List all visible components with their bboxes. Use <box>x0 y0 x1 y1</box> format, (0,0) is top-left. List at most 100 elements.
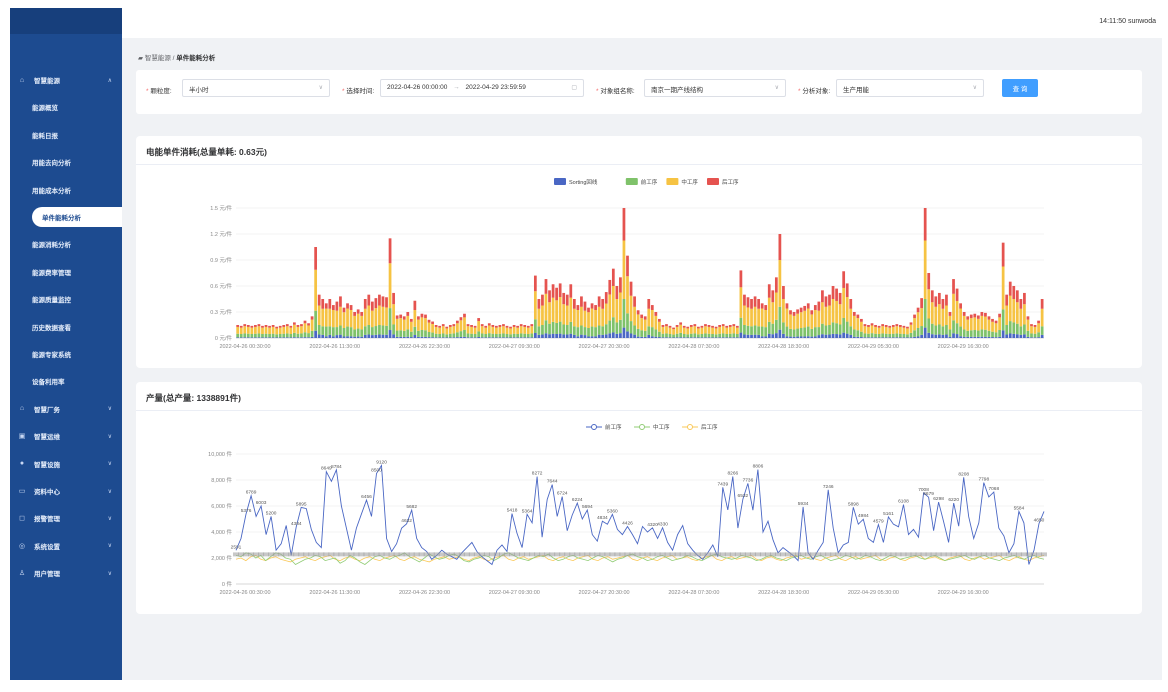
bar-segment <box>509 326 512 329</box>
sidebar-item[interactable]: ♙ 用户管理 ∨ <box>10 563 122 583</box>
bar-segment <box>668 325 672 328</box>
data-label-cluster <box>579 552 586 557</box>
sidebar-item[interactable]: ● 智慧设施 ∨ <box>10 454 122 474</box>
divider <box>136 164 1142 165</box>
bar-segment <box>533 333 537 338</box>
sidebar-item[interactable]: 能耗日报 <box>10 125 122 145</box>
bar-segment <box>672 329 675 335</box>
granularity-select[interactable]: 半小时 ∨ <box>182 79 330 97</box>
bar-segment <box>767 333 771 338</box>
sidebar-logo-area <box>10 8 122 34</box>
sidebar-item-label: 能源概览 <box>32 105 58 113</box>
bar-segment <box>757 308 760 327</box>
data-label: 5364 <box>522 508 533 514</box>
bar-segment <box>675 326 679 334</box>
sidebar-item[interactable]: ▣ 智慧运维 ∨ <box>10 426 122 446</box>
bar-segment <box>693 326 697 334</box>
bar-segment <box>331 305 335 311</box>
bar-segment <box>406 315 410 330</box>
bar-segment <box>331 336 335 338</box>
sidebar-item[interactable]: 用能成本分析 <box>10 180 122 200</box>
bar-segment <box>969 330 973 337</box>
data-label: 5360 <box>607 508 618 514</box>
data-label: 8208 <box>958 471 969 477</box>
bar-segment <box>881 337 885 338</box>
analysis-object-select[interactable]: 生产用能 ∨ <box>836 79 984 97</box>
bar-segment <box>941 308 945 327</box>
bar-segment <box>583 335 587 338</box>
bar-segment <box>505 325 509 328</box>
sidebar-item[interactable]: ⌂ 智慧厂务 ∨ <box>10 399 122 419</box>
sidebar-item[interactable]: 用能去向分析 <box>10 152 122 172</box>
bar-segment <box>1019 299 1023 309</box>
bar-segment <box>580 325 583 335</box>
bar-segment <box>948 315 952 330</box>
bar-segment <box>342 336 346 338</box>
bar-segment <box>370 335 374 338</box>
time-range-picker[interactable]: 2022-04-26 00:00:00 → 2022-04-29 23:59:5… <box>380 79 584 97</box>
sidebar-item[interactable]: 历史数据查看 <box>10 317 122 337</box>
bar-segment <box>417 330 420 337</box>
bar-segment <box>611 332 615 338</box>
sidebar-item[interactable]: 单件能耗分析 <box>32 207 122 227</box>
bar-segment <box>480 324 484 327</box>
sidebar-item[interactable]: 能源质量监控 <box>10 289 122 309</box>
bar-segment <box>806 308 810 327</box>
bar-segment <box>583 301 587 311</box>
data-label-cluster <box>599 552 606 557</box>
bar-segment <box>767 321 771 334</box>
bar-segment <box>590 336 594 338</box>
sidebar-item[interactable]: 能源概览 <box>10 97 122 117</box>
sidebar-item[interactable]: ▭ 资料中心 ∨ <box>10 481 122 501</box>
bar-segment <box>349 327 353 337</box>
username[interactable]: sunwoda <box>1127 18 1156 25</box>
bar-segment <box>509 334 512 338</box>
data-label-cluster <box>433 552 440 557</box>
bar-segment <box>417 319 420 331</box>
bar-segment <box>994 320 998 324</box>
bar-segment <box>633 306 636 326</box>
bar-segment <box>555 300 558 323</box>
bar-segment <box>661 337 665 338</box>
breadcrumb-parent[interactable]: 智慧能源 <box>144 55 171 62</box>
home-icon: ⌂ <box>19 76 25 84</box>
bar-segment <box>714 326 718 329</box>
sidebar-item[interactable]: ◻ 报警管理 ∨ <box>10 508 122 528</box>
sidebar-item[interactable]: ◎ 系统设置 ∨ <box>10 536 122 556</box>
object-group-select[interactable]: 南京一期产线结构 ∨ <box>644 79 786 97</box>
bar-segment <box>551 297 555 322</box>
output-chart-card: 产量(总产量: 1338891件) 前工序 中工序 后工序 0 件 2,000 件 4,0… <box>136 382 1142 614</box>
data-label-cluster <box>478 552 485 557</box>
sidebar-item[interactable]: 能源费率管理 <box>10 262 122 282</box>
bar-segment <box>342 307 346 313</box>
bar-segment <box>516 327 520 334</box>
data-label-cluster <box>905 552 912 557</box>
bar-segment <box>392 292 395 305</box>
data-label-cluster <box>734 552 741 557</box>
bar-segment <box>601 326 605 335</box>
bar-segment <box>792 315 796 330</box>
bar-segment <box>558 283 562 298</box>
sidebar-item[interactable]: 能源消耗分析 <box>10 234 122 254</box>
bar-segment <box>615 299 619 323</box>
data-label-cluster <box>378 552 385 557</box>
bar-segment <box>321 326 325 335</box>
sidebar-item[interactable]: ⌂ 智慧能源 ∧ <box>10 70 122 90</box>
bar-segment <box>906 328 909 335</box>
data-label-cluster <box>925 552 932 557</box>
query-button[interactable]: 查 询 <box>1002 79 1038 97</box>
data-label-cluster <box>875 552 882 557</box>
data-label: 6224 <box>572 497 583 503</box>
data-label-cluster <box>815 552 822 557</box>
bar-segment <box>487 323 491 326</box>
sidebar-item[interactable]: 设备利用率 <box>10 371 122 391</box>
sidebar-item[interactable]: 能源专家系统 <box>10 344 122 364</box>
bar-segment <box>239 325 243 328</box>
bar-segment <box>838 292 842 305</box>
bar-segment <box>257 337 261 338</box>
bar-segment <box>888 337 892 338</box>
bar-segment <box>920 326 924 335</box>
bar-segment <box>434 333 438 338</box>
bar-segment <box>385 307 388 326</box>
bar-segment <box>470 337 473 338</box>
